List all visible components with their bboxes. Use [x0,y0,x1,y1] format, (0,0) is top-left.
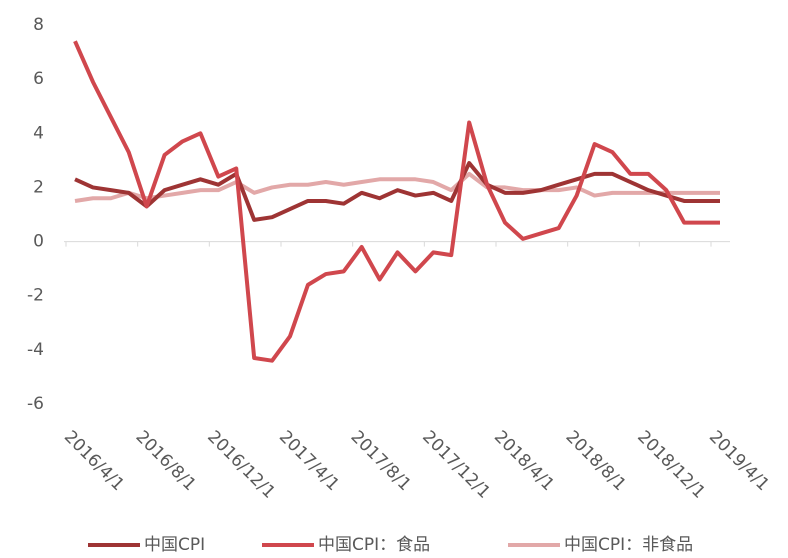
legend-label: 中国CPI [144,535,205,555]
x-tick-label: 2018/4/1 [490,427,558,495]
x-tick-label: 2018/8/1 [562,427,630,495]
x-tick-label: 2016/8/1 [132,427,200,495]
y-tick-label: 6 [33,69,44,89]
x-tick-label: 2017/12/1 [418,427,494,503]
x-tick-label: 2019/4/1 [705,427,773,495]
legend-label: 中国CPI：非食品 [564,535,693,555]
x-tick-label: 2016/12/1 [203,427,279,503]
series-line [74,161,720,222]
y-tick-label: -4 [27,340,44,360]
legend-label: 中国CPI：食品 [318,535,430,555]
series-line [74,171,720,203]
y-tick-label: 4 [33,123,44,143]
y-tick-label: 2 [33,177,44,197]
x-tick-label: 2017/4/1 [275,427,343,495]
y-tick-label: 0 [33,232,44,252]
x-tick-label: 2016/4/1 [60,427,128,495]
x-tick-label: 2018/12/1 [633,427,709,503]
series-line [73,40,720,363]
x-tick-label: 2017/8/1 [347,427,415,495]
y-tick-label: -2 [27,286,44,306]
y-tick-label: 8 [33,15,44,35]
y-tick-label: -6 [27,394,44,414]
